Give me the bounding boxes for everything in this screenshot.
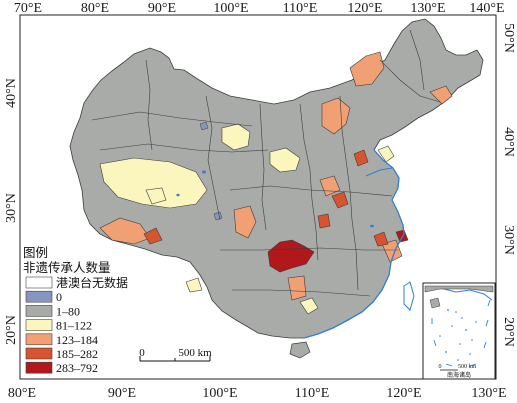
region-283-792 [267,239,315,273]
graticule-left: 40°N 30°N 20°N [4,78,19,345]
region-123-184 [321,97,351,135]
legend-label: 81–122 [56,319,92,333]
region-81-122 [221,123,251,151]
legend-label: 1–80 [56,304,80,318]
tick-bottom: 130°E [471,386,506,401]
legend-title: 图例 [23,246,48,260]
region-81-122 [269,147,301,173]
lakes [176,170,374,228]
shandong-peninsula [365,167,393,177]
tick-top: 120°E [347,1,382,16]
region-123-184 [233,205,257,239]
legend-label: 283–792 [56,361,98,375]
tick-top: 100°E [213,1,248,16]
region-81-122 [299,297,319,315]
tick-top: 140°E [469,1,504,16]
region-123-184 [429,85,453,105]
tick-bottom: 120°E [386,386,421,401]
inset-scale-distance: 500 km [458,364,477,370]
tick-bottom: 90°E [108,386,136,401]
scale-zero: 0 [139,347,145,359]
internal-boundaries [91,29,441,297]
tick-right: 30°N [501,225,516,255]
map-frame [19,14,497,380]
inset-land [424,285,494,293]
tick-top: 130°E [410,1,445,16]
tick-left: 40°N [4,78,19,108]
region-0 [213,211,223,221]
coastline [303,149,405,339]
legend-swatch [25,319,53,331]
taiwan-island [403,281,415,311]
tick-right: 20°N [501,317,516,347]
class-185-282-regions [143,149,389,247]
tick-bottom: 110°E [295,386,330,401]
region-283-792 [395,229,409,243]
south-china-sea-inset: 0 500 km 南海诸岛 [422,282,496,380]
region-185-282 [373,231,389,247]
tick-top: 70°E [14,1,42,16]
tick-left: 20°N [4,315,19,345]
class-81-122-regions [99,123,395,315]
tick-top: 90°E [148,1,176,16]
region-81-122 [377,145,395,163]
tick-right: 50°N [501,23,516,53]
legend-swatch [25,361,53,374]
class-0-regions [199,121,223,221]
region-0 [199,121,209,131]
inset-scale-zero: 0 [439,364,442,370]
legend-swatch [25,347,53,360]
legend-label: 港澳台无数据 [56,275,128,290]
inset-islands [439,309,477,361]
inset-caption: 南海诸岛 [447,371,471,379]
graticule-right: 50°N 40°N 30°N 20°N [501,23,516,347]
scale-bar: 0 500 km [139,347,212,362]
region-185-282 [143,227,163,245]
scale-distance: 500 km [178,347,212,359]
legend-label: 0 [56,290,62,304]
tick-top: 110°E [283,1,318,16]
legend-swatch [25,305,53,317]
inset-boundary-dashes [431,299,491,367]
legend-subtitle: 非遗传承人数量 [23,260,111,275]
region-123-184 [349,51,385,87]
region-81-122 [145,187,167,205]
tick-left: 30°N [4,193,19,223]
legend-swatch [25,333,53,346]
region-81-122 [185,277,203,293]
tick-top: 80°E [81,1,109,16]
legend: 图例 非遗传承人数量 港澳台无数据01–8081–122123–184185–2… [23,246,128,375]
graticule-bottom: 80°E 90°E 100°E 110°E 120°E 130°E [8,386,507,401]
tick-right: 40°N [501,127,516,157]
china-mainland [69,18,484,359]
region-185-282 [331,191,349,209]
inset-hainan [429,297,441,309]
region-123-184 [287,275,307,301]
region-185-282 [317,213,331,229]
tick-bottom: 80°E [8,386,36,401]
region-81-122 [99,157,208,209]
legend-label: 185–282 [56,347,98,361]
graticule-top: 70°E 80°E 90°E 100°E 110°E 120°E 130°E 1… [14,1,505,16]
tick-bottom: 100°E [202,386,237,401]
region-185-282 [353,149,369,167]
legend-swatch [25,276,53,289]
class-283-792-regions [267,229,409,273]
legend-swatch [25,290,53,303]
hainan-island [289,341,311,359]
legend-label: 123–184 [56,333,98,347]
